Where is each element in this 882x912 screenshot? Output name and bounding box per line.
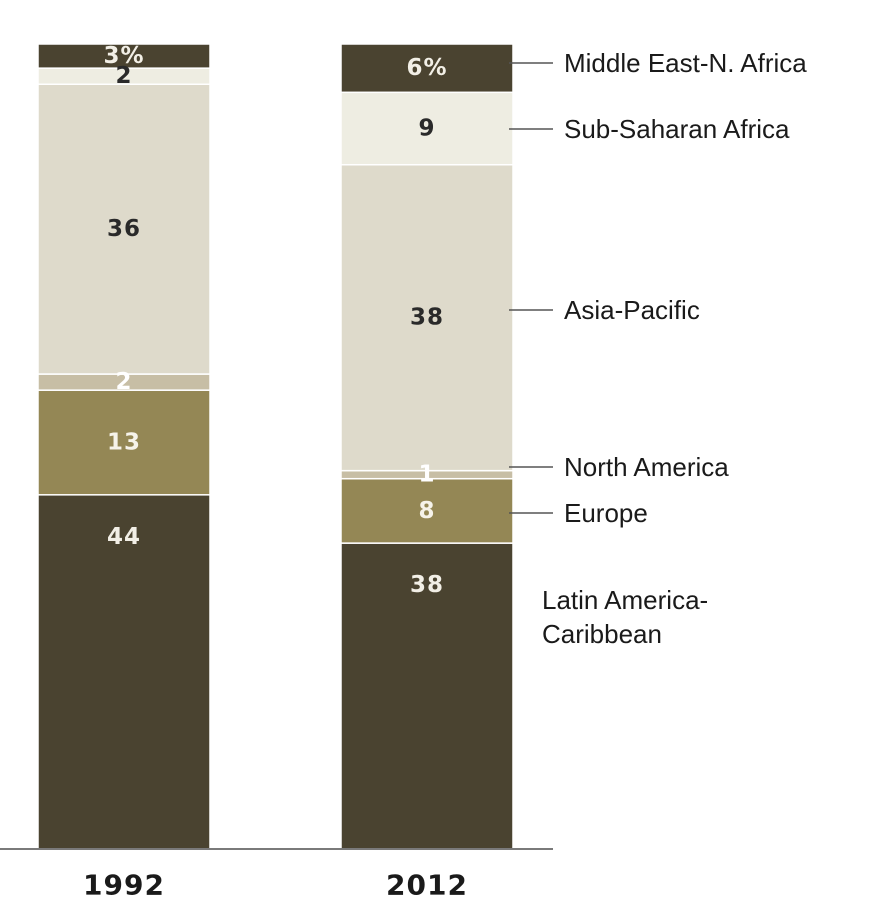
bar-segment-2012-latin-america-caribbean <box>340 542 514 850</box>
bar-segment-1992-middle-east-n-africa <box>37 43 211 69</box>
segment-label-1992-latin-america-caribbean: 44 <box>107 524 141 550</box>
bar-segment-2012-sub-saharan-africa <box>340 91 514 166</box>
segment-label-2012-asia-pacific: 38 <box>410 305 444 331</box>
category-labels-layer: 1992 2012 <box>83 869 468 902</box>
segment-label-1992-middle-east-n-africa: 3% <box>103 43 144 69</box>
bar-segment-1992-asia-pacific <box>37 83 211 375</box>
bar-segment-1992-latin-america-caribbean <box>37 494 211 850</box>
legend-label-middle-east-n-africa: Middle East-N. Africa <box>564 48 807 78</box>
segment-label-2012-latin-america-caribbean: 38 <box>410 572 444 598</box>
legend-label-latin-america-caribbean: Latin America-Caribbean <box>542 585 708 649</box>
category-label-1992: 1992 <box>83 869 165 902</box>
segment-label-1992-asia-pacific: 36 <box>107 216 141 242</box>
segment-label-1992-sub-saharan-africa: 2 <box>115 63 132 89</box>
category-label-2012: 2012 <box>386 869 468 902</box>
segment-label-2012-europe: 8 <box>418 498 435 524</box>
legend-label-europe: Europe <box>564 498 648 528</box>
bar-segment-2012-middle-east-n-africa <box>340 43 514 94</box>
legend-label-north-america: North America <box>564 452 729 482</box>
bars-layer <box>37 43 514 850</box>
segment-label-2012-middle-east-n-africa: 6% <box>406 55 447 81</box>
legend-label-sub-saharan-africa: Sub-Saharan Africa <box>564 114 790 144</box>
segment-label-1992-north-america: 2 <box>115 369 132 395</box>
segment-label-2012-sub-saharan-africa: 9 <box>418 116 435 142</box>
bar-segment-1992-europe <box>37 389 211 496</box>
bar-segment-2012-europe <box>340 477 514 544</box>
legend-label-asia-pacific: Asia-Pacific <box>564 295 700 325</box>
segment-label-2012-north-america: 1 <box>418 462 435 488</box>
segment-label-1992-europe: 13 <box>107 429 141 455</box>
bar-segment-2012-asia-pacific <box>340 164 514 472</box>
legend-layer: Latin America-Caribbean Europe North Ameri… <box>509 48 807 649</box>
